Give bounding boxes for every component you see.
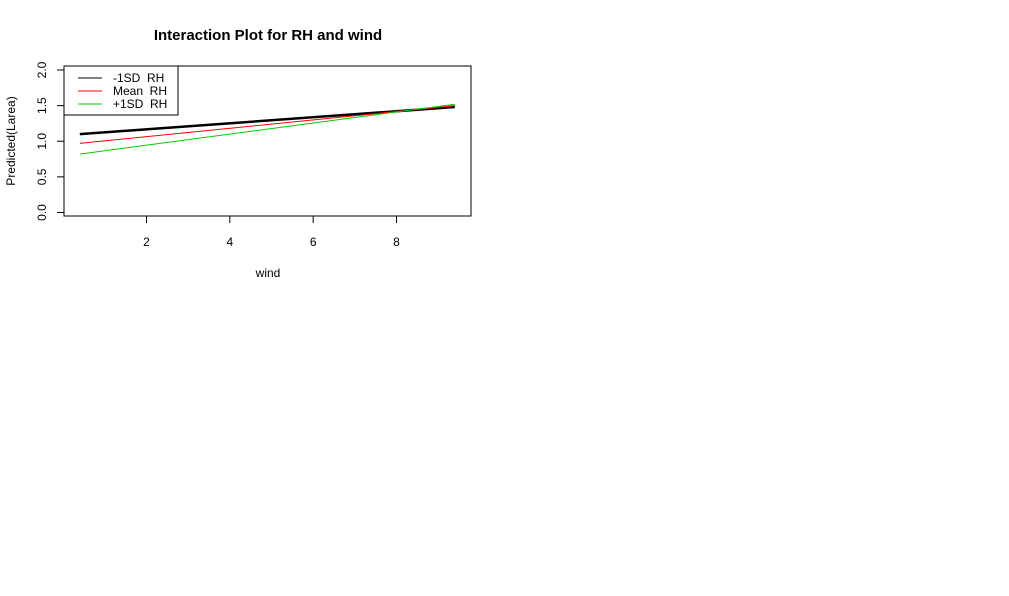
legend-label-1: Mean RH (113, 84, 167, 98)
x-tick-label: 6 (310, 235, 317, 249)
y-axis: 0.0 0.5 1.0 1.5 2.0 (35, 61, 65, 221)
legend-label-2: +1SD RH (113, 97, 167, 111)
x-tick-label: 8 (393, 235, 400, 249)
y-tick-label: 0.0 (35, 204, 49, 221)
x-tick-label: 4 (226, 235, 233, 249)
x-tick-label: 2 (143, 235, 150, 249)
y-tick-label: 1.0 (35, 133, 49, 150)
x-axis-label: wind (255, 266, 281, 280)
y-tick-label: 1.5 (35, 97, 49, 114)
y-tick-label: 0.5 (35, 168, 49, 185)
chart-title: Interaction Plot for RH and wind (154, 27, 382, 44)
series-line-1 (79, 105, 455, 144)
x-axis: 2 4 6 8 (143, 215, 400, 249)
y-tick-label: 2.0 (35, 61, 49, 78)
legend-label-0: -1SD RH (113, 71, 164, 85)
y-axis-label: Predicted(Larea) (4, 96, 18, 185)
series-layer (79, 103, 455, 155)
series-line-2 (79, 103, 455, 155)
